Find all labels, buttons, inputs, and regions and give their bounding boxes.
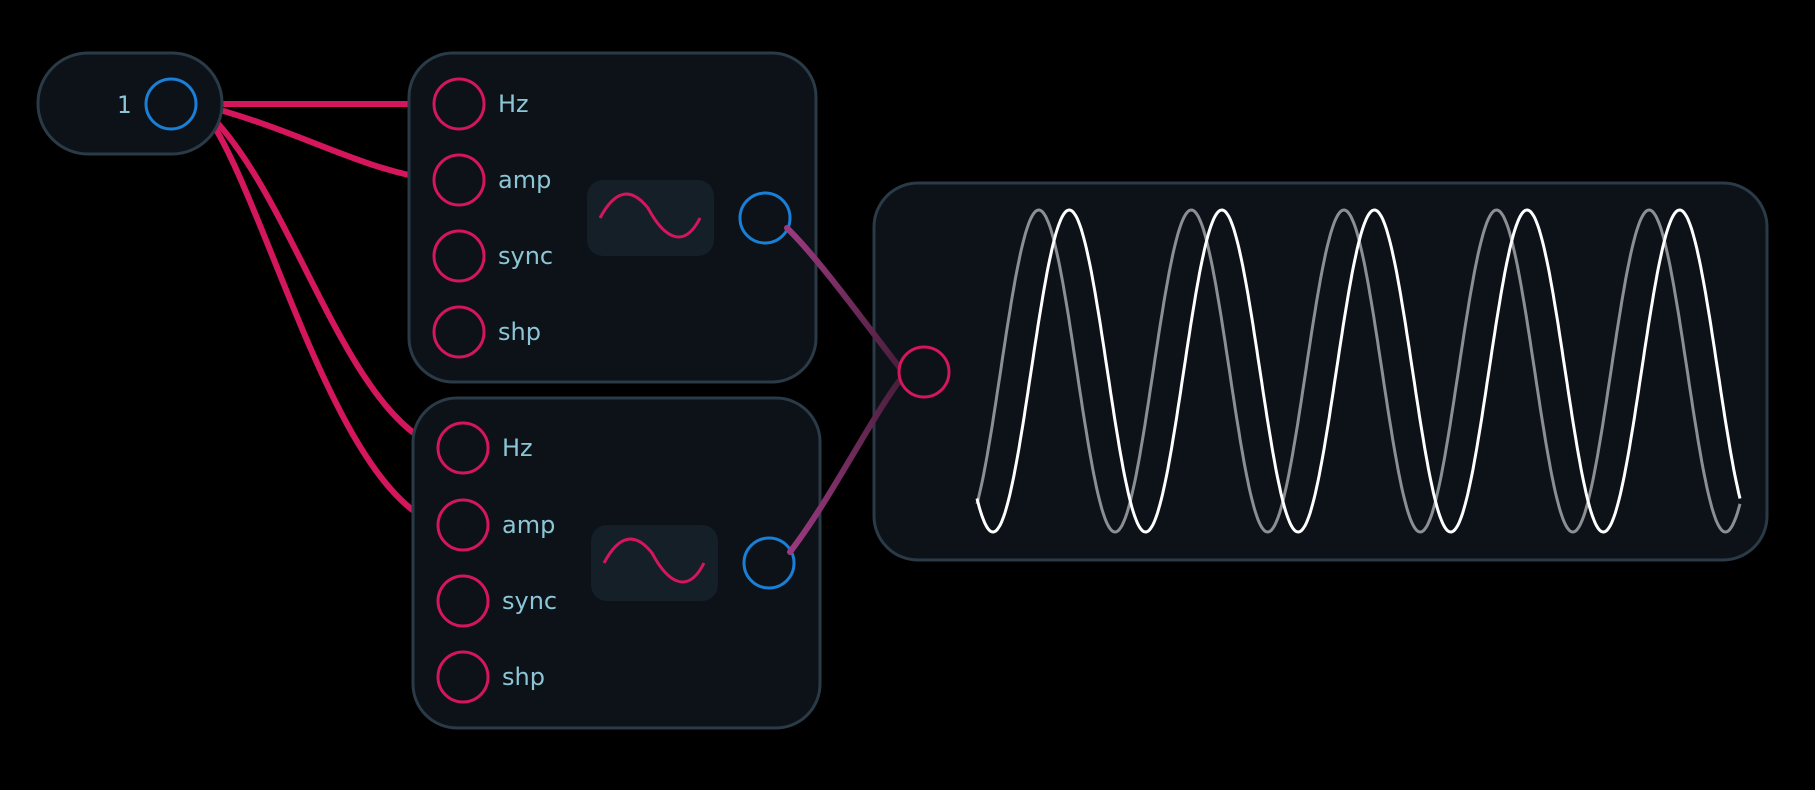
osc1-hz-port[interactable]: [432, 77, 486, 131]
osc1-hz-label: Hz: [498, 90, 529, 118]
osc2-amp-label: amp: [502, 511, 555, 539]
osc1-output-port[interactable]: [738, 191, 792, 245]
osc1-amp-label: amp: [498, 166, 551, 194]
osc2-amp-port[interactable]: [436, 498, 490, 552]
sine-wave-icon[interactable]: [587, 180, 714, 256]
cable-const-to-osc2-amp[interactable]: [195, 101, 443, 528]
osc1-shape-port[interactable]: [432, 305, 486, 359]
scope-node[interactable]: [872, 181, 1769, 562]
oscillator-node-1[interactable]: Hz amp sync shp: [407, 51, 818, 384]
osc2-output-port[interactable]: [742, 536, 796, 590]
scope-display: [975, 208, 1742, 534]
osc1-sync-label: sync: [498, 242, 553, 270]
cable-osc2-to-scope[interactable]: [787, 377, 903, 555]
constant-node[interactable]: 1: [36, 51, 224, 156]
osc1-amp-port[interactable]: [432, 153, 486, 207]
osc2-hz-label: Hz: [502, 434, 533, 462]
audio-cables: [784, 225, 903, 555]
osc1-sync-port[interactable]: [432, 229, 486, 283]
osc2-shape-label: shp: [502, 663, 545, 691]
control-cables: [195, 101, 443, 528]
scope-trace-2: [975, 208, 1742, 534]
osc2-sync-label: sync: [502, 587, 557, 615]
osc2-shape-port[interactable]: [436, 650, 490, 704]
cable-const-to-osc2-hz[interactable]: [195, 101, 443, 451]
sine-wave-icon[interactable]: [591, 525, 718, 601]
constant-output-port[interactable]: [144, 77, 198, 131]
oscillator-node-2[interactable]: Hz amp sync shp: [411, 396, 822, 730]
osc2-sync-port[interactable]: [436, 574, 490, 628]
constant-value[interactable]: 1: [117, 91, 131, 119]
scope-body: [872, 181, 1769, 562]
osc1-shape-label: shp: [498, 318, 541, 346]
scope-input-port[interactable]: [897, 345, 951, 399]
osc2-hz-port[interactable]: [436, 421, 490, 475]
cable-osc1-to-scope[interactable]: [784, 225, 903, 371]
